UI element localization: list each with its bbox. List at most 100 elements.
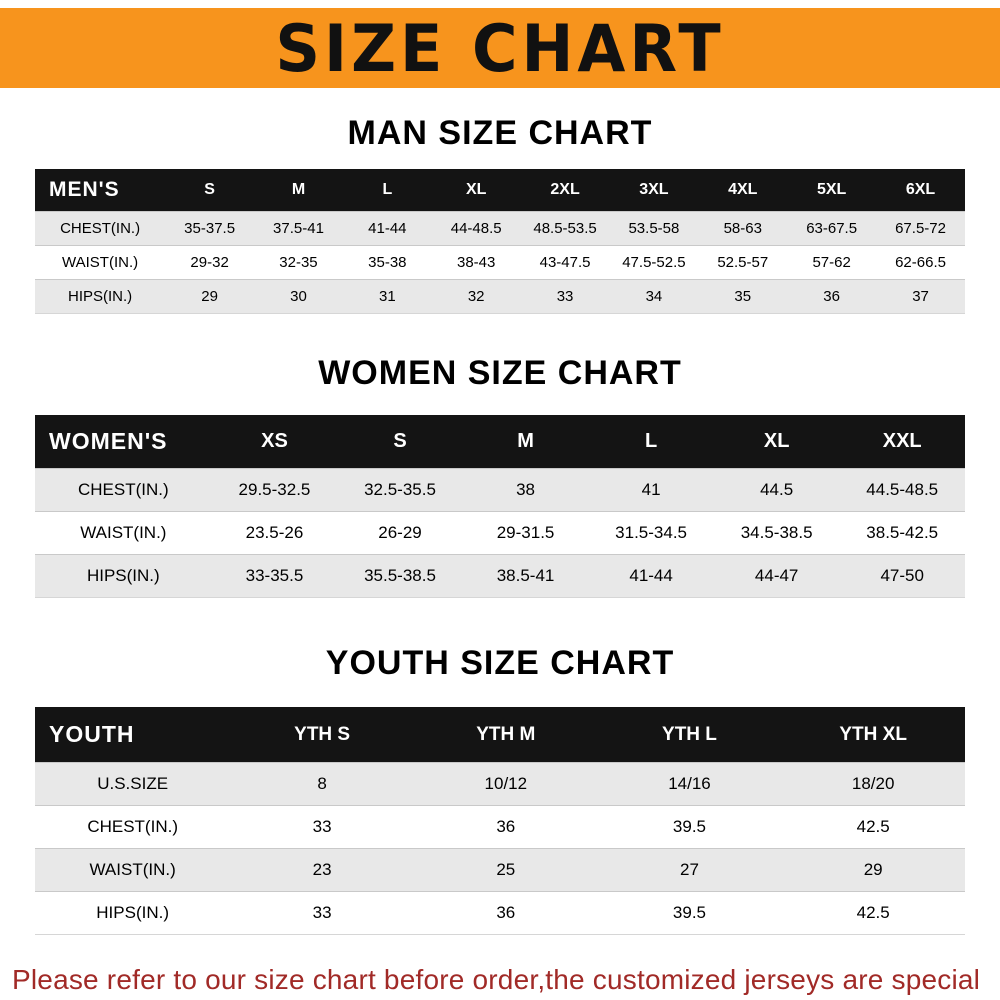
value-cell: 36: [823, 288, 840, 305]
value-cell: 29.5-32.5: [238, 480, 311, 499]
value-cell: 48.5-53.5: [533, 220, 597, 237]
row-label-cell: CHEST(IN.): [87, 817, 178, 836]
row-label-cell: HIPS(IN.): [86, 566, 160, 585]
women-section: WOMEN SIZE CHART WOMEN'S XS S M L XL XXL CHEST(…: [0, 354, 1000, 598]
youth-size-table: YOUTH YTH S YTH M YTH L YTH XL U.S.SIZE 8 10/12…: [35, 707, 965, 935]
value-cell: 37: [912, 288, 929, 305]
value-cell: 38.5-41: [496, 566, 555, 585]
size-header-cell: YTH XL: [781, 707, 965, 763]
men-section-heading: MAN SIZE CHART: [347, 114, 653, 152]
size-header-cell: 6XL: [876, 169, 965, 212]
value-cell: 47-50: [880, 566, 924, 585]
value-cell: 35-38: [368, 254, 407, 271]
value-cell: 38.5-42.5: [866, 523, 939, 542]
value-cell: 42.5: [856, 903, 890, 922]
value-cell: 36: [496, 903, 516, 922]
value-cell: 58-63: [723, 220, 762, 237]
value-cell: 67.5-72: [895, 220, 946, 237]
value-cell: 23: [312, 860, 332, 879]
table-row: HIPS(IN.) 29 30 31 32 33 34 35 36 37: [35, 279, 965, 314]
disclaimer-text: Please refer to our size chart before or…: [12, 961, 1000, 1000]
value-cell: 63-67.5: [806, 220, 858, 237]
value-cell: 25: [496, 860, 516, 879]
value-cell: 32-35: [279, 254, 318, 271]
value-cell: 34.5-38.5: [740, 523, 813, 542]
value-cell: 32: [467, 288, 485, 305]
table-row: U.S.SIZE 8 10/12 14/16 18/20: [35, 762, 965, 806]
row-label-cell: WAIST(IN.): [89, 860, 176, 879]
table-row: CHEST(IN.) 35-37.5 37.5-41 41-44 44-48.5 48.5…: [35, 211, 965, 246]
size-header-cell: L: [588, 415, 714, 469]
row-label-cell: WAIST(IN.): [80, 523, 167, 542]
row-label-cell: HIPS(IN.): [68, 288, 133, 305]
value-cell: 29-32: [190, 254, 229, 271]
size-header-cell: L: [342, 169, 432, 212]
men-size-table: MEN'S S M L XL 2XL 3XL 4XL 5XL 6XL CHEST(IN.) 35-37…: [35, 169, 965, 314]
table-row: HIPS(IN.) 33-35.5 35.5-38.5 38.5-41 41-44 44-…: [35, 554, 965, 598]
row-label-cell: CHEST(IN.): [60, 220, 141, 237]
size-header-cell: S: [337, 415, 463, 469]
value-cell: 52.5-57: [717, 254, 769, 271]
value-cell: 43-47.5: [539, 254, 591, 271]
women-size-table: WOMEN'S XS S M L XL XXL CHEST(IN.) 29.5-32.5 32.5…: [35, 415, 965, 598]
row-label-cell: HIPS(IN.): [96, 903, 170, 922]
value-cell: 57-62: [812, 254, 851, 271]
row-label-cell: WAIST(IN.): [62, 254, 139, 271]
value-cell: 39.5: [672, 817, 707, 836]
row-label-cell: U.S.SIZE: [97, 774, 169, 793]
value-cell: 8: [317, 774, 327, 793]
value-cell: 33: [312, 817, 332, 836]
size-header-cell: XL: [713, 415, 840, 469]
value-cell: 31.5-34.5: [615, 523, 688, 542]
value-cell: 36: [496, 817, 516, 836]
value-cell: 26-29: [378, 523, 422, 542]
value-cell: 23.5-26: [245, 523, 304, 542]
value-cell: 44.5-48.5: [866, 480, 939, 499]
value-cell: 18/20: [851, 774, 895, 793]
size-header-cell: XL: [431, 169, 521, 212]
value-cell: 62-66.5: [895, 254, 946, 271]
table-title-cell: YOUTH: [35, 707, 231, 763]
value-cell: 41-44: [368, 220, 407, 237]
value-cell: 39.5: [672, 903, 707, 922]
value-cell: 35-37.5: [184, 220, 236, 237]
value-cell: 41-44: [629, 566, 673, 585]
size-header-cell: 4XL: [698, 169, 788, 212]
value-cell: 10/12: [484, 774, 528, 793]
size-header-cell: XXL: [839, 415, 965, 469]
value-cell: 34: [645, 288, 663, 305]
value-cell: 47.5-52.5: [622, 254, 686, 271]
value-cell: 38: [516, 480, 536, 499]
table-header-row: WOMEN'S XS S M L XL XXL: [35, 415, 965, 469]
size-header-cell: YTH L: [597, 707, 782, 763]
size-header-cell: 3XL: [609, 169, 699, 212]
banner: SIZE CHART: [0, 8, 1000, 88]
women-section-heading: WOMEN SIZE CHART: [318, 354, 682, 392]
size-header-cell: YTH M: [413, 707, 598, 763]
table-header-row: YOUTH YTH S YTH M YTH L YTH XL: [35, 707, 965, 763]
value-cell: 35: [734, 288, 752, 305]
value-cell: 33-35.5: [245, 566, 304, 585]
row-label-cell: CHEST(IN.): [78, 480, 169, 499]
value-cell: 42.5: [856, 817, 890, 836]
value-cell: 30: [290, 288, 307, 305]
value-cell: 44.5: [760, 480, 794, 499]
value-cell: 41: [641, 480, 661, 499]
table-row: WAIST(IN.) 23 25 27 29: [35, 848, 965, 892]
table-title-cell: MEN'S: [35, 169, 166, 212]
table-row: CHEST(IN.) 29.5-32.5 32.5-35.5 38 41 44.5 44.5…: [35, 468, 965, 512]
men-section: MAN SIZE CHART MEN'S S M L XL 2XL 3XL 4XL 5XL 6XL…: [0, 114, 1000, 314]
value-cell: 29-31.5: [496, 523, 555, 542]
size-header-cell: S: [165, 169, 255, 212]
size-header-cell: YTH S: [230, 707, 414, 763]
value-cell: 33: [312, 903, 332, 922]
value-cell: 33: [556, 288, 574, 305]
size-header-cell: M: [462, 415, 589, 469]
value-cell: 14/16: [668, 774, 711, 793]
value-cell: 44-47: [754, 566, 799, 585]
size-header-cell: M: [254, 169, 343, 212]
table-row: WAIST(IN.) 29-32 32-35 35-38 38-43 43-47.5 47.…: [35, 245, 965, 280]
value-cell: 29: [863, 860, 883, 879]
value-cell: 44-48.5: [450, 220, 502, 237]
size-header-cell: XS: [211, 415, 338, 469]
